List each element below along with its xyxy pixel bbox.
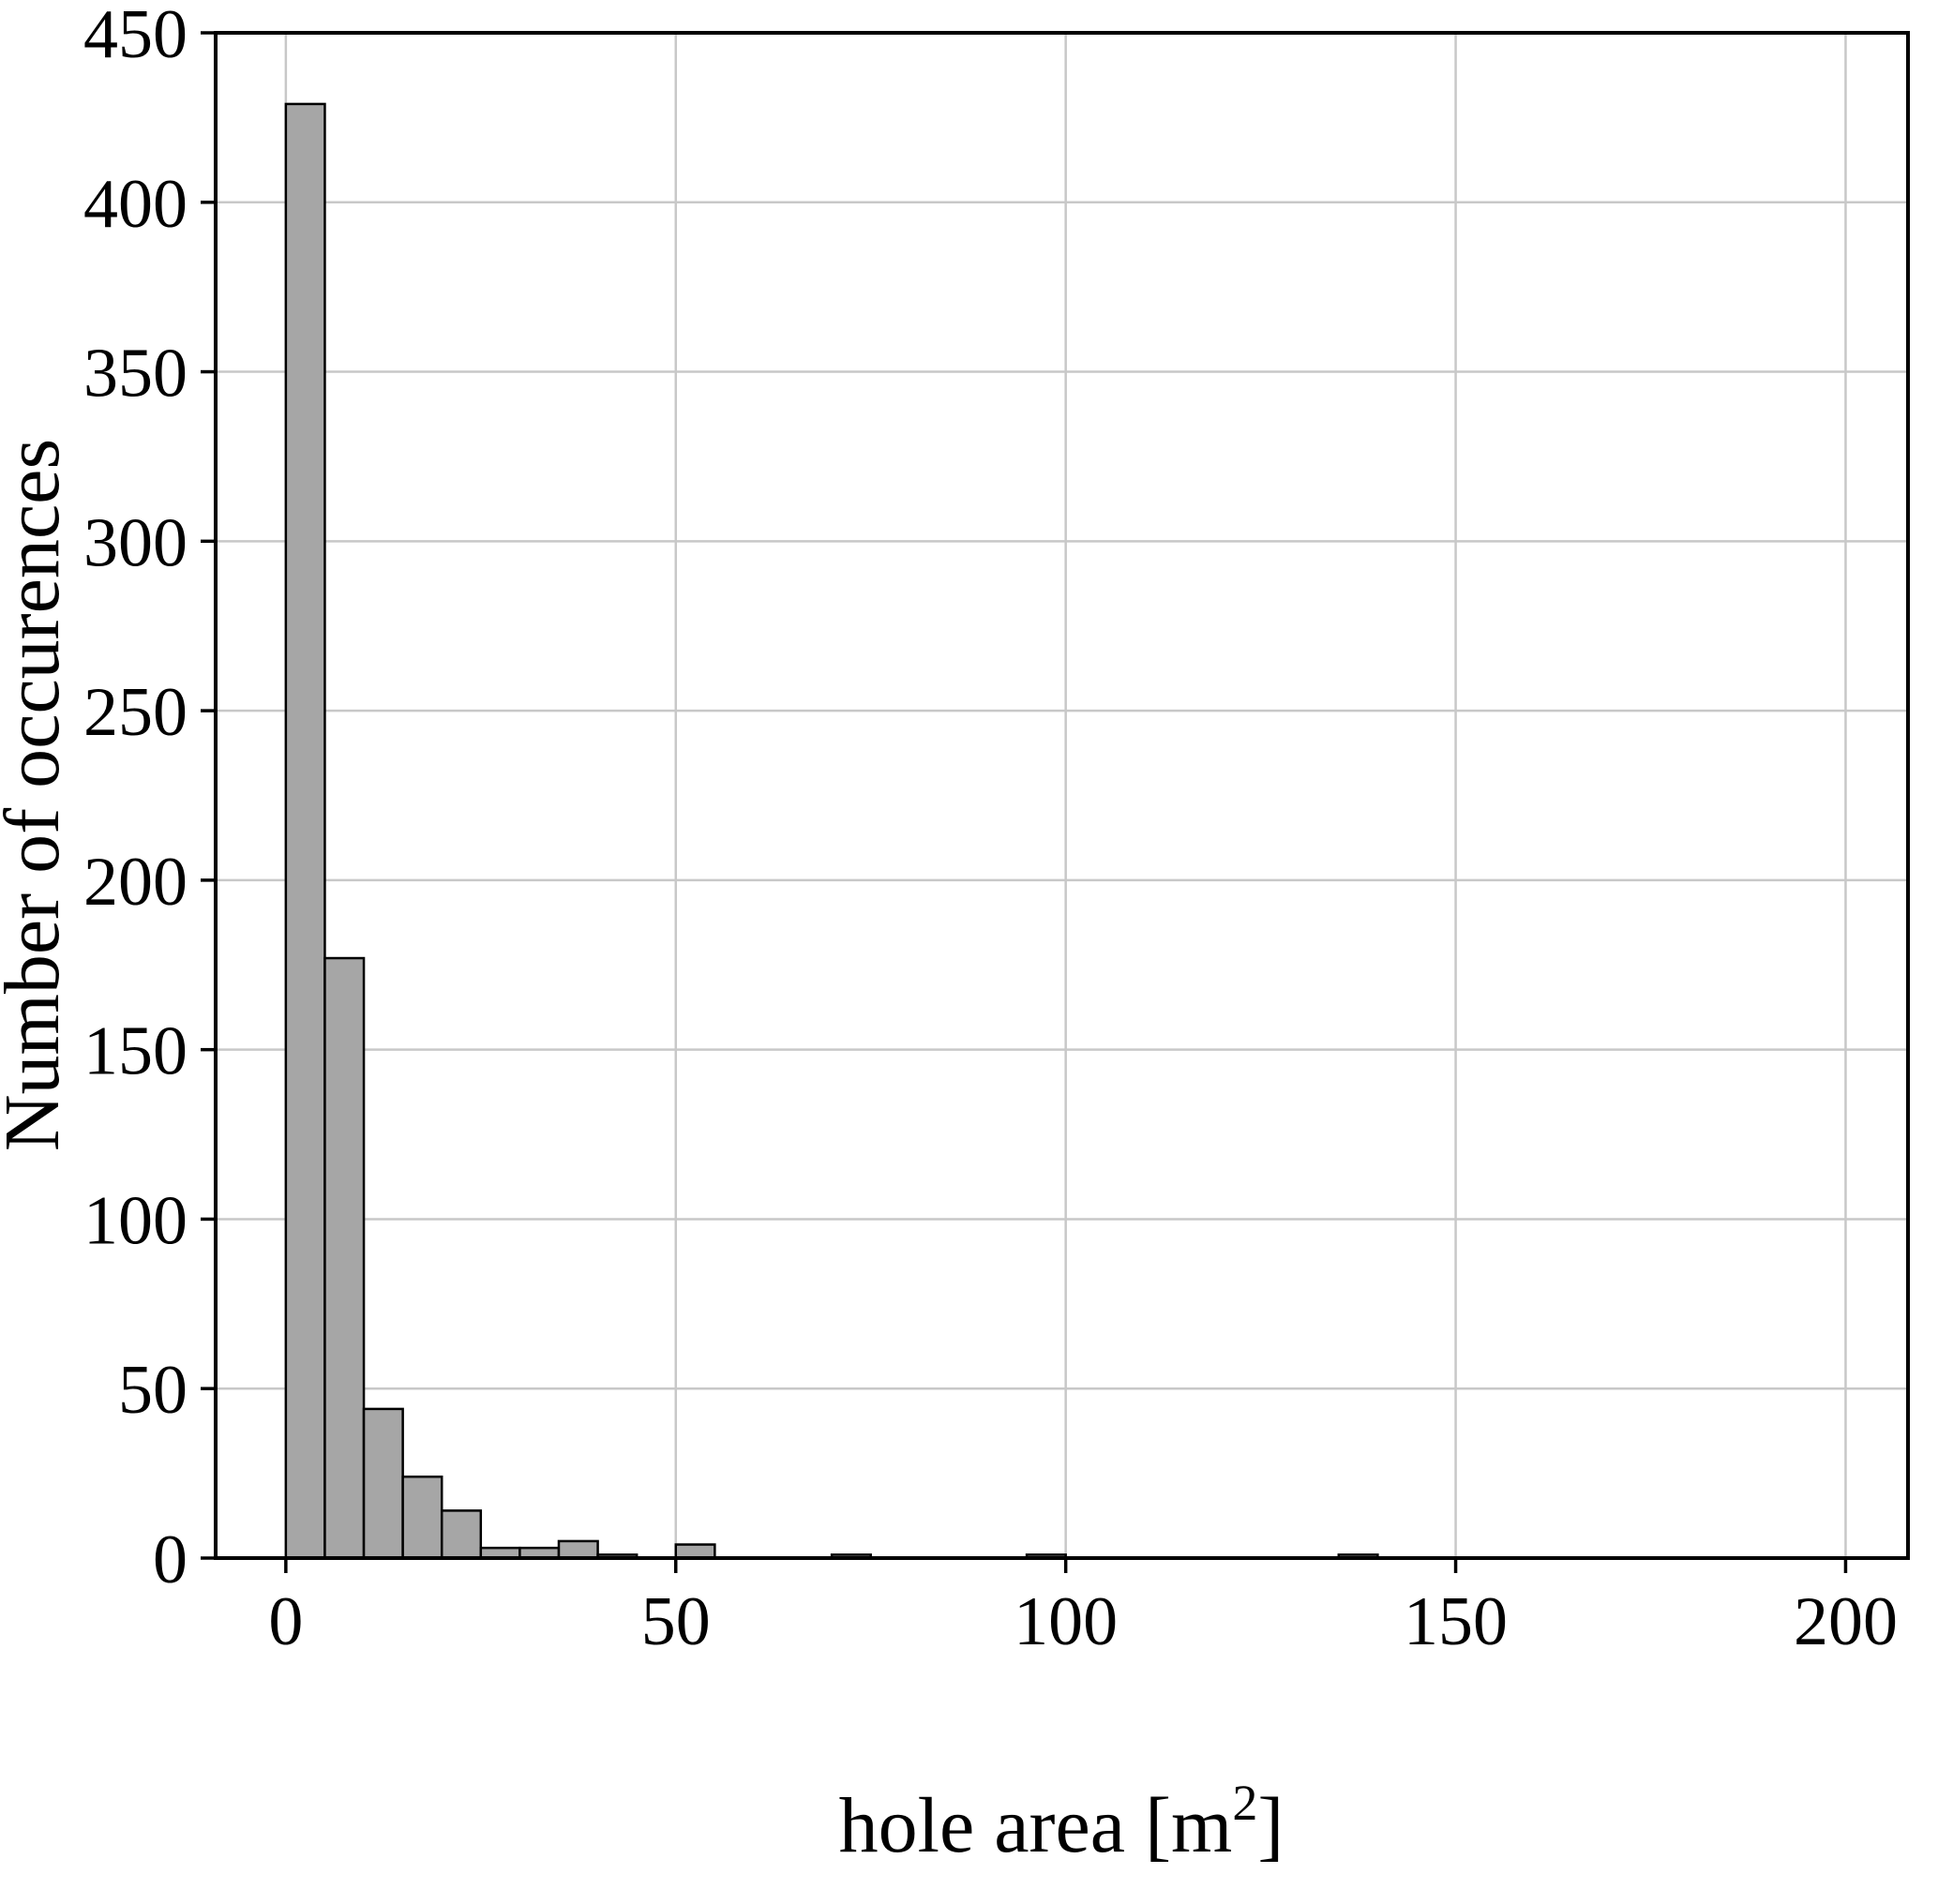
y-tick-label: 50 [118,1352,188,1429]
x-axis-label: hole area [m2] [839,1775,1284,1869]
histogram-bar [440,1509,483,1560]
histogram-bar [323,956,366,1560]
x-axis-label-prefix: hole area [m [839,1782,1233,1869]
x-tick-label: 150 [1404,1583,1508,1660]
tick-labels: 0 50 100 150 200 0 50 100 150 200 250 300 350 400 450 [83,0,1898,1660]
histogram-bars [284,102,1379,1560]
y-tick-label: 200 [83,844,188,921]
histogram-bar [557,1539,599,1560]
plot-frame [214,31,1910,1560]
histogram-bar [401,1475,443,1560]
y-tick-label: 250 [83,674,188,751]
x-tick-label: 0 [268,1583,303,1660]
y-tick-label: 100 [83,1182,188,1259]
y-tick-label: 0 [153,1522,188,1598]
x-tick-label: 200 [1794,1583,1898,1660]
y-tick-label: 400 [83,166,188,243]
x-axis-label-suffix: ] [1257,1782,1284,1869]
grid-lines [216,31,1908,1560]
y-tick-label: 450 [83,0,188,73]
axis-ticks [201,31,1848,1573]
histogram-bar [284,102,326,1560]
x-tick-label: 100 [1014,1583,1118,1660]
histogram-bar [362,1407,404,1560]
x-axis-label-superscript: 2 [1232,1775,1257,1831]
x-tick-label: 50 [641,1583,711,1660]
y-tick-label: 350 [83,336,188,412]
y-tick-label: 150 [83,1013,188,1090]
plot-border [214,31,1910,1560]
histogram-bar [674,1543,716,1560]
y-tick-label: 300 [83,504,188,581]
y-axis-label: Number of occurences [0,439,76,1151]
